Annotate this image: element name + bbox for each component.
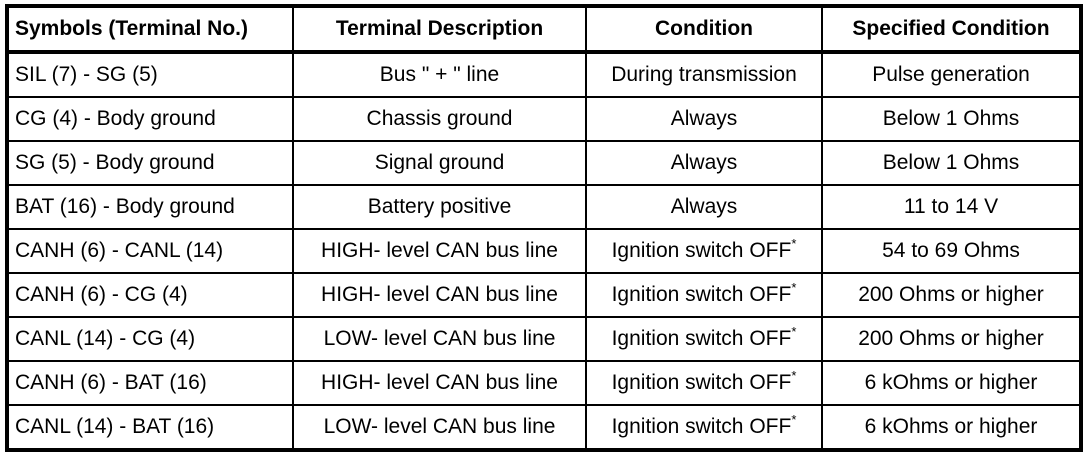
terminal-description-cell: Battery positive [292, 184, 587, 230]
condition-text: Ignition switch OFF [611, 239, 792, 263]
condition-footnote-asterisk: * [791, 324, 797, 340]
terminal-description-cell: Chassis ground [292, 96, 587, 142]
condition-text: Ignition switch OFF [611, 415, 792, 439]
symbols-cell: SIL (7) - SG (5) [6, 51, 294, 98]
terminal-description-cell: LOW- level CAN bus line [292, 316, 587, 362]
specified-condition-cell: 200 Ohms or higher [821, 316, 1082, 362]
terminal-description-cell: HIGH- level CAN bus line [292, 360, 587, 406]
condition-text: Ignition switch OFF [611, 283, 792, 307]
condition-footnote-asterisk: * [791, 412, 797, 428]
symbols-cell: CANL (14) - BAT (16) [6, 404, 294, 451]
table-row: BAT (16) - Body ground Battery positive … [6, 184, 1082, 230]
table-row: CANL (14) - BAT (16) LOW- level CAN bus … [6, 404, 1082, 451]
table-row: CG (4) - Body ground Chassis ground Alwa… [6, 96, 1082, 142]
terminal-description-cell: HIGH- level CAN bus line [292, 228, 587, 274]
table-row: CANH (6) - BAT (16) HIGH- level CAN bus … [6, 360, 1082, 406]
symbols-cell: CANH (6) - CG (4) [6, 272, 294, 318]
specified-condition-cell: 11 to 14 V [821, 184, 1082, 230]
terminal-spec-table: Symbols (Terminal No.) Terminal Descript… [5, 4, 1083, 452]
condition-cell: Ignition switch OFF* [585, 272, 823, 318]
condition-text: During transmission [611, 63, 797, 87]
specified-condition-cell: Pulse generation [821, 51, 1082, 98]
condition-cell: During transmission [585, 51, 823, 98]
condition-text: Ignition switch OFF [611, 371, 792, 395]
condition-text: Always [670, 151, 738, 175]
terminal-description-cell: Signal ground [292, 140, 587, 186]
specified-condition-cell: 54 to 69 Ohms [821, 228, 1082, 274]
condition-footnote-asterisk: * [791, 368, 797, 384]
specified-condition-cell: 6 kOhms or higher [821, 404, 1082, 451]
terminal-description-cell: HIGH- level CAN bus line [292, 272, 587, 318]
condition-text: Always [670, 107, 738, 131]
condition-cell: Always [585, 96, 823, 142]
condition-cell: Always [585, 184, 823, 230]
condition-text: Ignition switch OFF [611, 327, 792, 351]
header-condition: Condition [585, 5, 823, 54]
terminal-description-cell: Bus " + " line [292, 51, 587, 98]
condition-footnote-asterisk: * [791, 236, 797, 252]
condition-cell: Ignition switch OFF* [585, 360, 823, 406]
symbols-cell: BAT (16) - Body ground [6, 184, 294, 230]
specified-condition-cell: 200 Ohms or higher [821, 272, 1082, 318]
symbols-cell: CANH (6) - BAT (16) [6, 360, 294, 406]
condition-cell: Always [585, 140, 823, 186]
table-row: SG (5) - Body ground Signal ground Alway… [6, 140, 1082, 186]
header-specified-condition: Specified Condition [821, 5, 1082, 54]
symbols-cell: CANH (6) - CANL (14) [6, 228, 294, 274]
specified-condition-cell: Below 1 Ohms [821, 140, 1082, 186]
condition-text: Always [670, 195, 738, 219]
condition-cell: Ignition switch OFF* [585, 228, 823, 274]
condition-footnote-asterisk: * [791, 280, 797, 296]
table-row: SIL (7) - SG (5) Bus " + " line During t… [6, 51, 1082, 98]
symbols-cell: CG (4) - Body ground [6, 96, 294, 142]
header-symbols: Symbols (Terminal No.) [6, 5, 294, 54]
symbols-cell: SG (5) - Body ground [6, 140, 294, 186]
specified-condition-cell: Below 1 Ohms [821, 96, 1082, 142]
header-terminal-description: Terminal Description [292, 5, 587, 54]
condition-cell: Ignition switch OFF* [585, 404, 823, 451]
table-body: SIL (7) - SG (5) Bus " + " line During t… [6, 51, 1082, 451]
table-row: CANH (6) - CG (4) HIGH- level CAN bus li… [6, 272, 1082, 318]
table-header-row: Symbols (Terminal No.) Terminal Descript… [6, 5, 1082, 54]
symbols-cell: CANL (14) - CG (4) [6, 316, 294, 362]
condition-cell: Ignition switch OFF* [585, 316, 823, 362]
terminal-description-cell: LOW- level CAN bus line [292, 404, 587, 451]
table-row: CANH (6) - CANL (14) HIGH- level CAN bus… [6, 228, 1082, 274]
specified-condition-cell: 6 kOhms or higher [821, 360, 1082, 406]
table-row: CANL (14) - CG (4) LOW- level CAN bus li… [6, 316, 1082, 362]
